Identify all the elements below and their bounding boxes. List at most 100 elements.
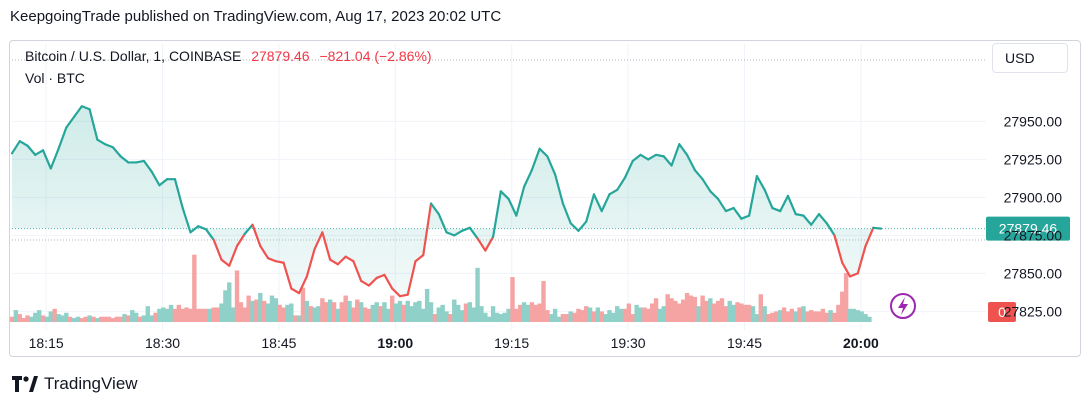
price-segment: [810, 213, 821, 226]
volume-bar: [149, 315, 154, 322]
volume-bar: [537, 303, 542, 322]
volume-bar: [680, 299, 686, 322]
volume-bar: [510, 277, 515, 322]
price-segment: [600, 193, 611, 213]
volume-bar: [21, 318, 26, 322]
volume-bar: [230, 307, 236, 322]
price-segment: [142, 159, 153, 173]
volume-bar: [688, 295, 694, 322]
tradingview-brand[interactable]: TradingView: [12, 374, 138, 394]
volume-bar: [33, 312, 38, 322]
volume-bar: [483, 312, 488, 322]
volume-bar: [684, 292, 690, 322]
volume-bar: [60, 315, 65, 322]
volume-bar: [789, 308, 795, 322]
volume-bar: [277, 304, 282, 322]
volume-bar: [79, 318, 85, 322]
price-segment: [530, 147, 541, 172]
volume-bar: [568, 311, 573, 322]
price-segment: [755, 175, 766, 191]
price-segment: [72, 105, 83, 118]
price-segment: [189, 225, 200, 234]
volume-bar: [812, 311, 818, 322]
volume-bar: [254, 299, 259, 322]
volume-bar: [126, 315, 131, 322]
price-segment: [779, 194, 790, 213]
volume-bar: [529, 302, 535, 322]
volume-bar: [444, 311, 449, 322]
volume-bar: [514, 308, 519, 322]
volume-bar: [281, 307, 286, 322]
volume-bar: [750, 306, 756, 322]
volume-bar: [847, 308, 853, 322]
price-segment: [786, 194, 797, 216]
volume-bar: [653, 298, 659, 322]
currency-label: USD: [1005, 50, 1035, 66]
price-segment: [685, 153, 696, 172]
volume-bar: [746, 304, 752, 322]
volume-bar: [304, 300, 310, 322]
volume-bar: [223, 290, 228, 322]
price-segment: [383, 273, 394, 290]
volume-bar: [762, 306, 767, 322]
price-segment: [647, 153, 658, 161]
price-segment: [220, 258, 231, 267]
volume-bar: [207, 308, 213, 322]
price-segment: [848, 272, 859, 278]
volume-bar: [203, 308, 209, 322]
volume-bar: [196, 308, 201, 322]
volume-bar: [153, 312, 158, 322]
price-segment: [623, 159, 634, 179]
volume-bar: [378, 306, 383, 322]
volume-bar: [549, 314, 554, 322]
volume-bar: [661, 306, 666, 322]
volume-bar: [320, 298, 325, 322]
price-segment: [515, 185, 526, 217]
volume-bar: [366, 308, 372, 322]
volume-bar: [285, 304, 290, 322]
volume-bar: [133, 312, 139, 322]
volume-bar: [242, 307, 247, 322]
lightning-icon[interactable]: [890, 293, 916, 319]
price-segment: [290, 287, 301, 295]
volume-bar: [801, 306, 806, 322]
volume-bar: [603, 314, 608, 322]
volume-bar: [137, 316, 143, 322]
price-segment: [96, 138, 107, 146]
volume-bar: [102, 316, 108, 322]
price-segment: [709, 190, 720, 201]
volume-bar: [591, 311, 597, 322]
price-segment: [817, 213, 828, 225]
price-segment: [266, 257, 277, 263]
volume-bar: [289, 303, 294, 322]
volume-bar: [630, 314, 635, 322]
volume-bar: [355, 299, 360, 322]
price-tick-label: 27850.00: [1004, 265, 1063, 281]
volume-bar: [327, 299, 333, 322]
volume-bar: [417, 300, 422, 322]
time-axis: 18:15 18:30 18:45 19:00 19:15 19:30 19:45 20:00: [29, 335, 879, 351]
price-segment: [763, 188, 774, 210]
price-segment: [321, 231, 332, 261]
volume-bar: [199, 308, 205, 322]
price-segment: [701, 178, 712, 193]
lightning-bolt: [898, 297, 908, 315]
volume-bar: [708, 298, 713, 322]
volume-bar: [405, 300, 410, 322]
volume-bar: [634, 304, 639, 322]
price-segment: [34, 149, 45, 156]
volume-bar: [677, 303, 682, 322]
price-segment: [297, 275, 308, 295]
price-segment: [251, 223, 262, 248]
price-segment: [228, 244, 239, 267]
volume-bar: [118, 316, 123, 322]
volume-bar: [401, 304, 407, 322]
price-segment: [360, 279, 371, 287]
currency-button[interactable]: USD: [992, 43, 1068, 73]
price-segment: [732, 206, 743, 220]
price-segment: [670, 143, 681, 167]
volume-bar: [618, 308, 624, 322]
time-tick-label: 19:45: [727, 335, 762, 351]
price-segment: [856, 244, 867, 275]
